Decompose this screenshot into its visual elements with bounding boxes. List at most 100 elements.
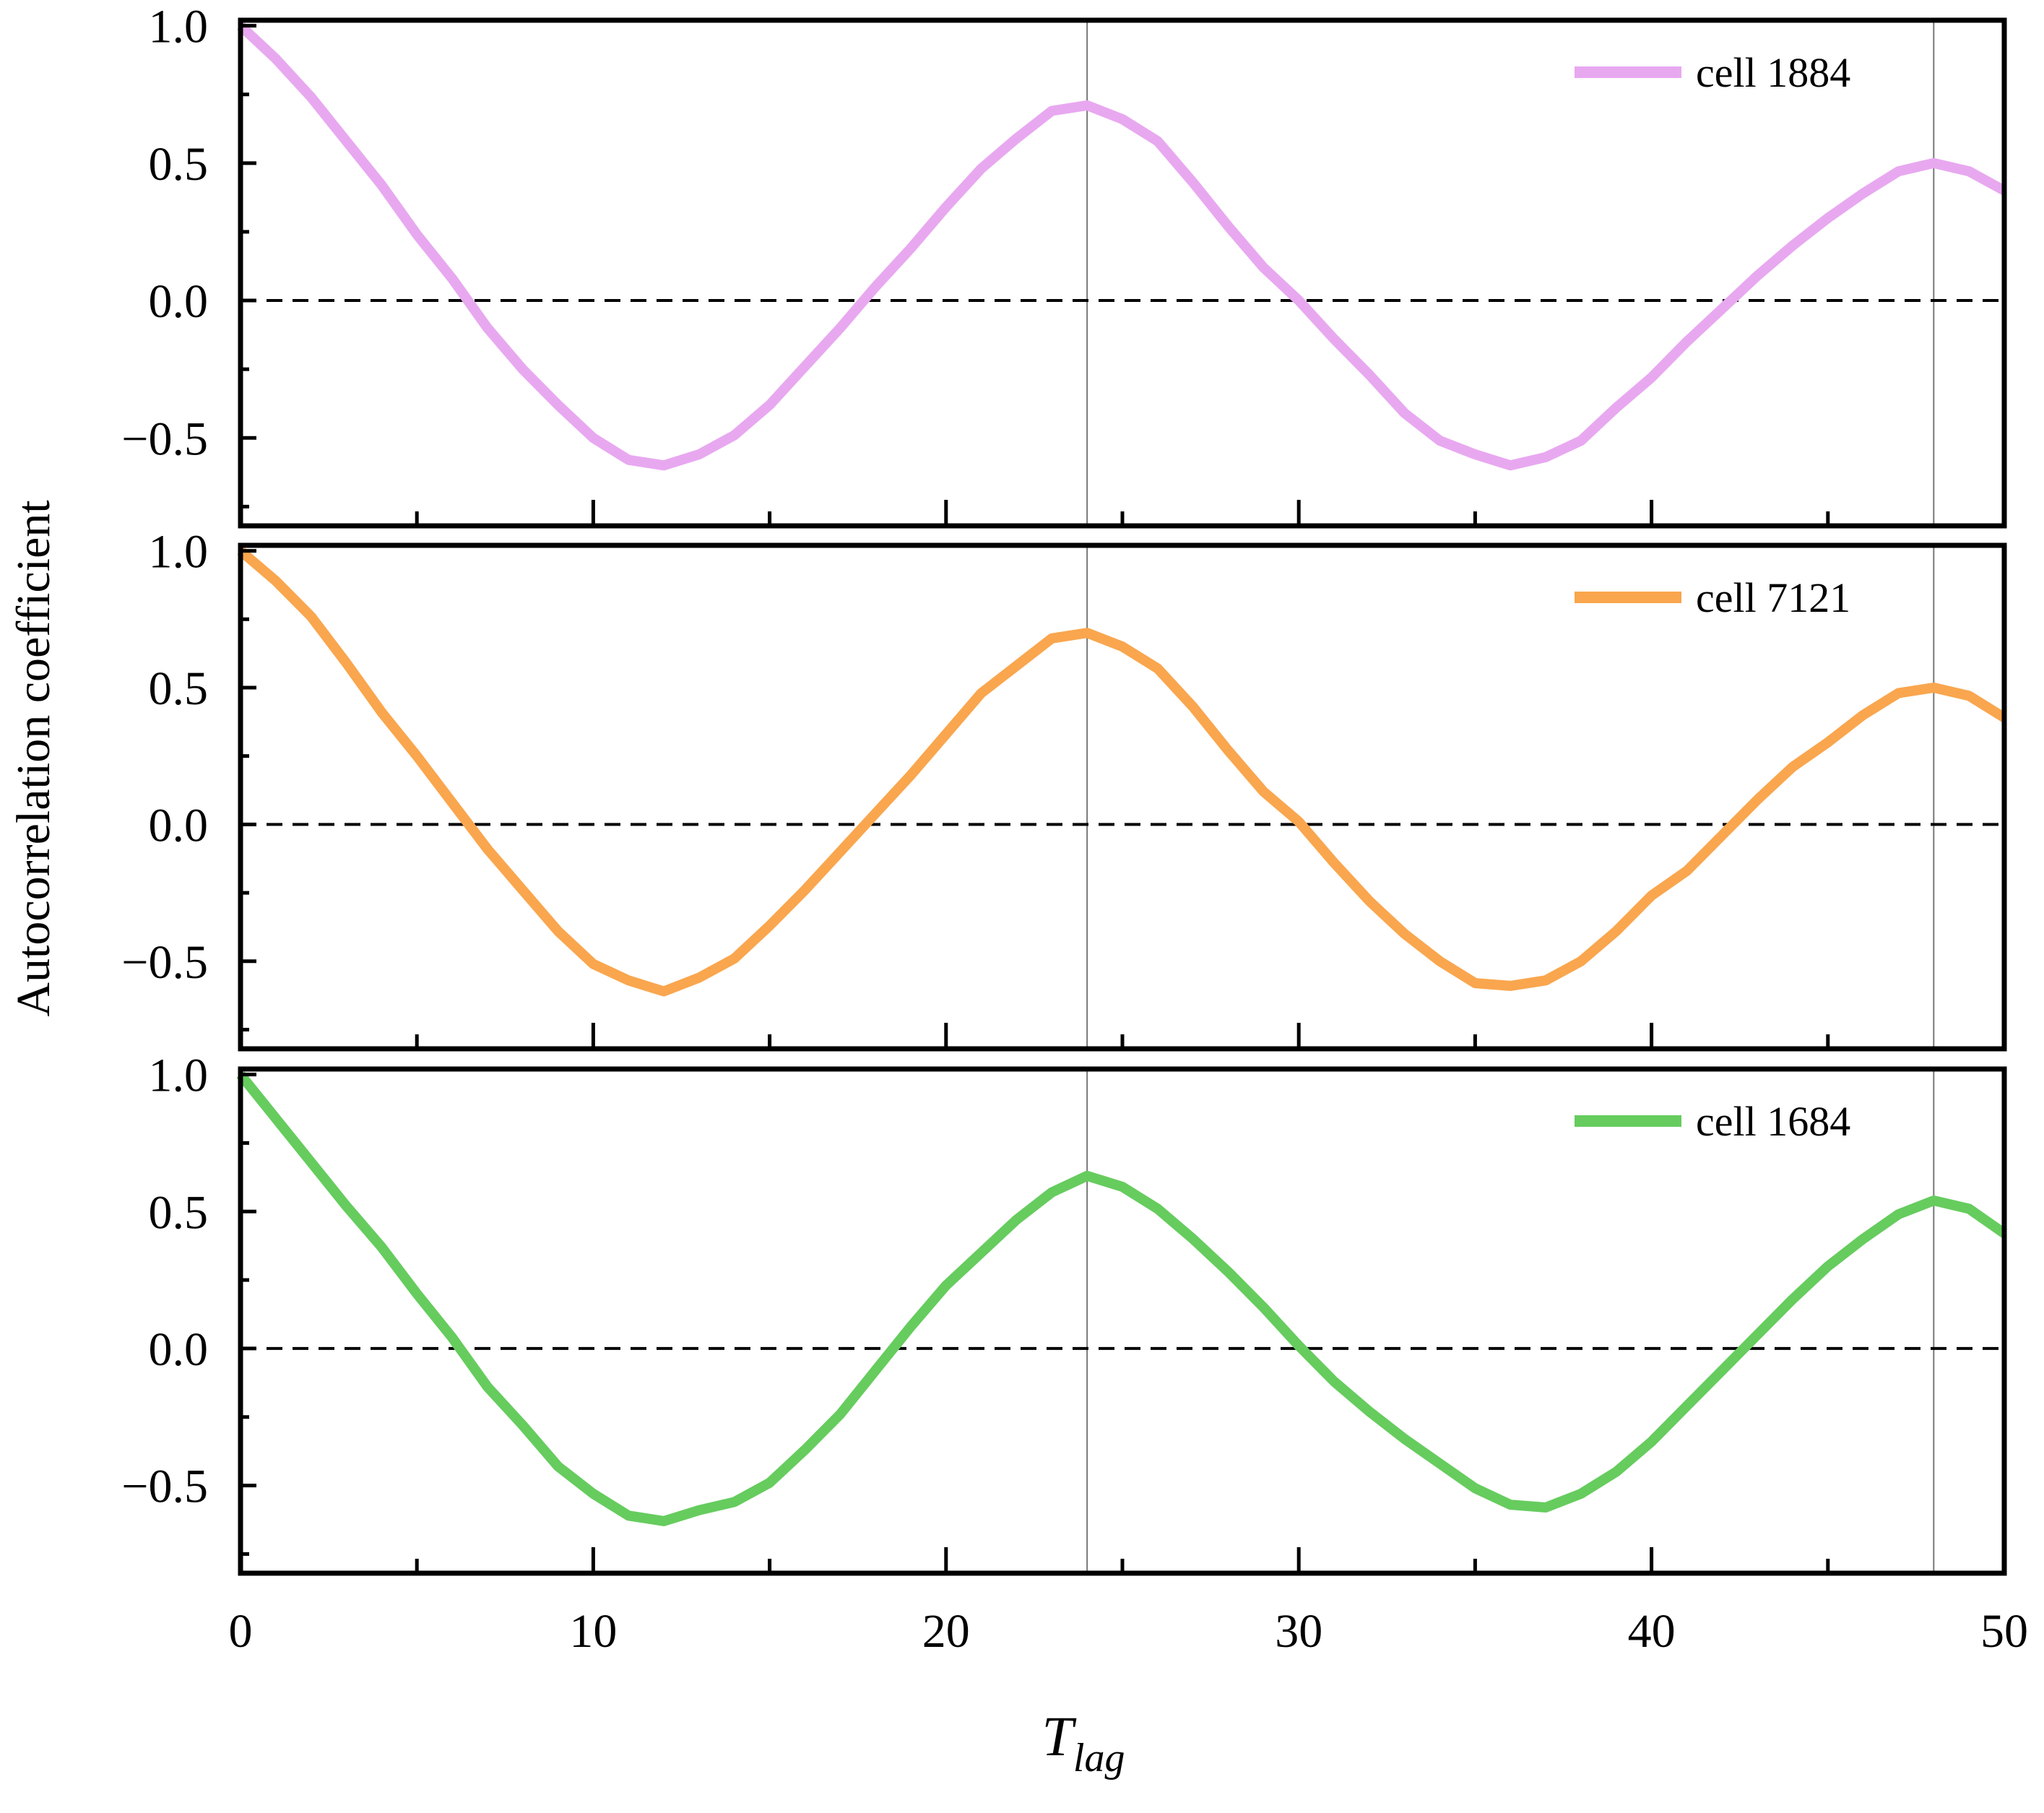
panel-2: 1.0 0.5 0.0 −0.5 cell 7121 (121, 526, 2007, 1052)
data-point (557, 1465, 560, 1468)
data-point (1333, 337, 1335, 340)
data-point (1297, 299, 1300, 302)
data-point (1015, 1219, 1018, 1221)
data-point (1015, 665, 1018, 667)
data-point (486, 847, 489, 850)
data-point (592, 436, 594, 439)
data-point (768, 925, 771, 927)
data-point (1192, 181, 1195, 183)
data-point (1967, 1207, 1970, 1210)
data-point (1473, 982, 1476, 985)
data-point (557, 404, 560, 407)
data-point (1897, 692, 1900, 695)
data-point (310, 96, 313, 99)
data-point (1932, 162, 1935, 165)
data-point (839, 1413, 841, 1416)
y-tick-label: 0.5 (149, 1186, 209, 1239)
x-tick-label: 10 (569, 1605, 617, 1658)
x-tick-label: 50 (1980, 1605, 2028, 1658)
panels-group: 1.0 0.5 0.0 −0.5 cell 1884 1.0 0.5 0.0 −0.5 cell … (121, 1, 2028, 1658)
panel-frame (238, 17, 2007, 529)
data-point (1227, 749, 1230, 752)
data-point (1932, 1199, 1935, 1202)
data-point (1650, 1440, 1653, 1443)
data-point (1827, 217, 1829, 220)
data-point (345, 139, 348, 142)
x-axis-title-subscript: lag (1073, 1736, 1125, 1780)
series-line (237, 22, 2007, 471)
data-point (980, 167, 983, 170)
data-point (662, 464, 665, 467)
data-point (698, 1509, 701, 1512)
data-point (1439, 439, 1442, 442)
x-tick-label: 0 (229, 1605, 253, 1658)
data-point (980, 1251, 983, 1254)
data-point (1403, 933, 1406, 935)
data-point (380, 183, 383, 186)
y-tick-label: 1.0 (149, 1, 209, 53)
data-point (274, 57, 277, 60)
data-point (1862, 714, 1865, 717)
y-tick-label: 0.5 (149, 138, 209, 191)
data-point (874, 285, 877, 288)
data-point (1791, 766, 1794, 769)
data-point (274, 579, 277, 582)
data-point (1932, 686, 1935, 689)
data-point (803, 888, 806, 891)
y-tick-label: 0.0 (149, 275, 209, 328)
data-point (1756, 798, 1759, 801)
data-point (698, 453, 701, 456)
data-point (1333, 1380, 1335, 1383)
data-point (1050, 637, 1053, 640)
data-point (1121, 1185, 1124, 1188)
data-point (1368, 899, 1371, 902)
data-point (1086, 104, 1088, 107)
y-tick-label: 0.0 (149, 799, 209, 852)
data-point (1544, 979, 1547, 982)
data-point (1720, 307, 1723, 310)
data-point (1720, 834, 1723, 837)
data-point (733, 433, 736, 436)
y-tick-label: 1.0 (149, 526, 209, 579)
data-point (274, 1117, 277, 1120)
data-point (592, 1492, 594, 1495)
data-point (1791, 244, 1794, 247)
x-tick-label: 30 (1275, 1605, 1322, 1658)
data-point (1086, 1174, 1088, 1177)
data-point (1403, 1437, 1406, 1440)
data-point (733, 1500, 736, 1503)
data-point (1262, 790, 1265, 793)
data-point (345, 662, 348, 665)
data-point (733, 957, 736, 960)
data-point (1227, 225, 1230, 228)
data-point (1297, 1344, 1300, 1347)
data-point (627, 979, 630, 982)
data-point (1967, 694, 1970, 697)
data-point (1756, 1333, 1759, 1336)
data-point (1720, 1369, 1723, 1372)
x-axis-title: Tlag (1042, 1705, 1125, 1780)
y-tick-label: −0.5 (121, 1461, 208, 1513)
data-point (1439, 960, 1442, 963)
data-point (909, 247, 912, 250)
data-point (945, 1284, 948, 1287)
data-point (1791, 1298, 1794, 1301)
y-tick-label: 1.0 (149, 1050, 209, 1102)
data-point (1509, 464, 1512, 467)
data-point (1121, 118, 1124, 121)
data-point (1156, 667, 1159, 670)
legend-label: cell 1884 (1696, 49, 1850, 96)
data-point (1050, 110, 1053, 113)
series-line (236, 1071, 2008, 1526)
y-tick-label: −0.5 (121, 936, 208, 989)
data-point (415, 755, 418, 758)
data-point (1580, 439, 1582, 442)
data-point (1685, 1405, 1688, 1408)
data-point (803, 365, 806, 368)
data-point (345, 1205, 348, 1208)
legend-label: cell 7121 (1696, 574, 1850, 621)
data-point (380, 711, 383, 714)
data-point (1967, 170, 1970, 173)
data-point (521, 888, 524, 891)
